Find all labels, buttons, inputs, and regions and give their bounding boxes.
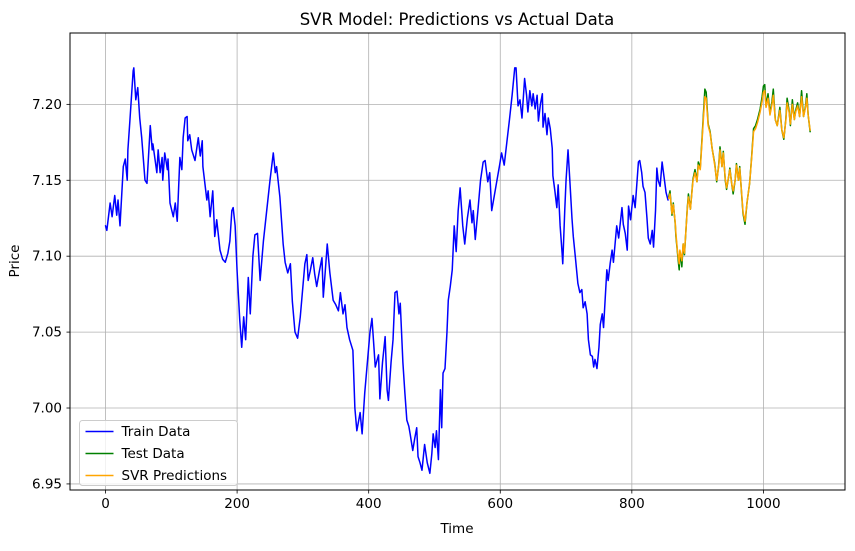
x-axis-label: Time [439,521,473,537]
legend-box [79,420,238,486]
y-tick-label: 7.20 [32,97,62,113]
y-tick-label: 7.00 [32,401,62,417]
x-tick-label: 800 [619,496,645,512]
series-train-data [104,67,669,475]
legend-label-test-data: Test Data [121,446,185,462]
axis-ticks: 0 200 400 600 800 1000 6.95 7.00 7.05 7.10 7.15 7.2… [32,97,781,512]
x-tick-label: 1000 [746,496,780,512]
axes-spines [69,32,846,491]
x-tick-label: 0 [101,496,110,512]
legend-label-train-data: Train Data [121,424,191,440]
spines-box [69,32,846,491]
chart-title: SVR Model: Predictions vs Actual Data [300,10,615,29]
series-svr-predictions [667,89,811,265]
gridlines [70,33,845,490]
x-tick-label: 600 [487,496,513,512]
y-tick-label: 6.95 [32,476,62,492]
x-tick-label: 400 [356,496,382,512]
y-tick-label: 7.05 [32,325,62,341]
y-tick-label: 7.15 [32,173,62,189]
y-tick-label: 7.10 [32,249,62,265]
plot-area [70,33,845,490]
legend-label-svr-predictions: SVR Predictions [122,468,228,484]
y-axis-label: Price [7,245,23,278]
legend: Train Data Test Data SVR Predictions [79,420,238,486]
x-tick-label: 200 [224,496,250,512]
data-series [104,67,811,475]
